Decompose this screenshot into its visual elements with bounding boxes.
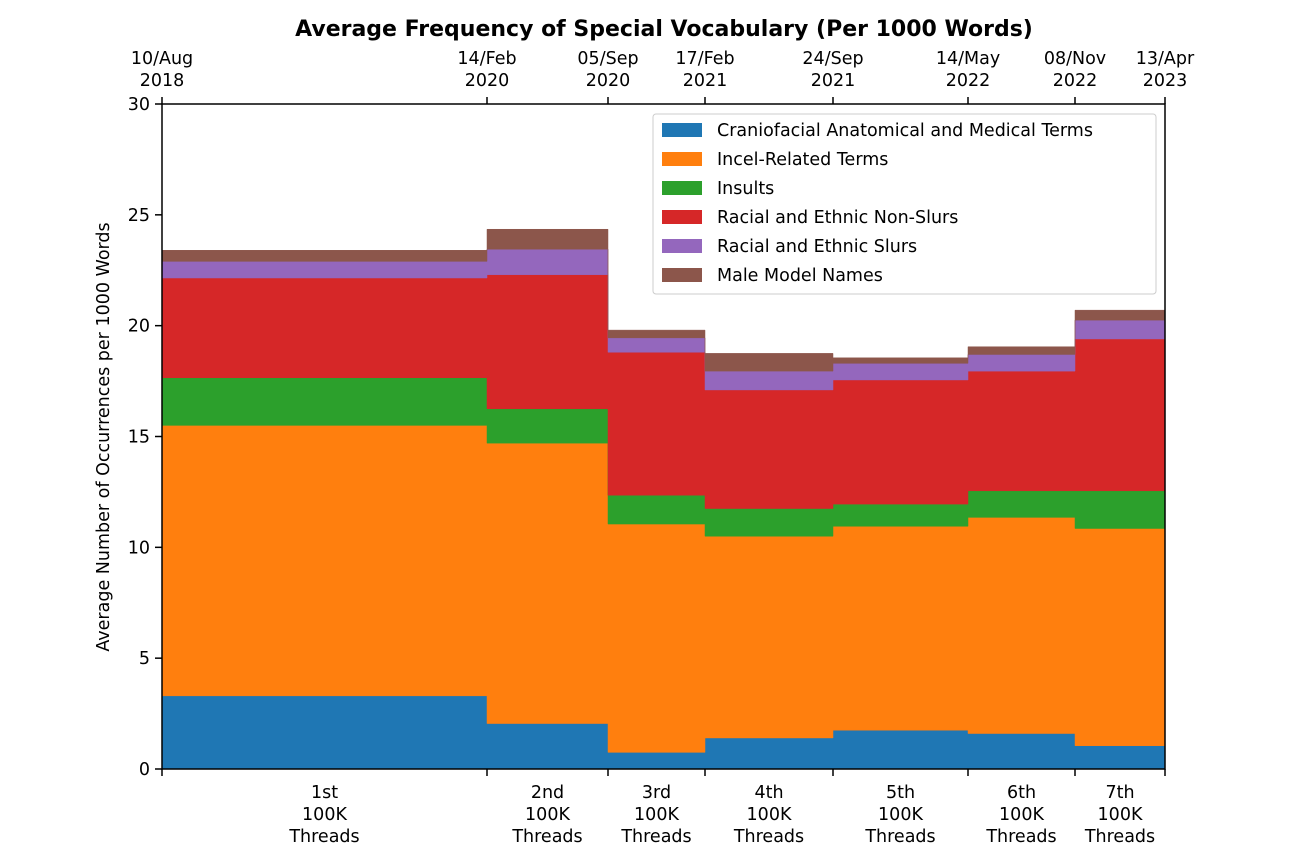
x-axis-bottom: 1st 100K Threads 2nd 100K Threads 3rd 100K Threa… xyxy=(161,769,1166,847)
y-tick-label: 25 xyxy=(128,206,150,226)
legend-swatch xyxy=(662,210,702,224)
legend-swatch xyxy=(662,239,702,253)
legend-label: Racial and Ethnic Slurs xyxy=(717,237,917,257)
legend-swatch xyxy=(662,268,702,282)
x-category-label: 1st 100K Threads xyxy=(288,783,359,847)
legend-box xyxy=(652,113,1157,295)
chart-title: Average Frequency of Special Vocabulary … xyxy=(295,17,1033,42)
x-top-date-label: 14/Feb 2020 xyxy=(457,49,516,91)
y-tick-label: 10 xyxy=(128,538,150,558)
x-category-label: 4th 100K Threads xyxy=(733,783,804,847)
x-top-date-label: 10/Aug 2018 xyxy=(131,49,193,91)
x-category-label: 3rd 100K Threads xyxy=(620,783,691,847)
x-top-date-label: 17/Feb 2021 xyxy=(675,49,734,91)
y-tick-label: 20 xyxy=(128,317,150,337)
legend-swatch xyxy=(662,123,702,137)
x-category-label: 2nd 100K Threads xyxy=(511,783,582,847)
x-top-date-label: 24/Sep 2021 xyxy=(802,49,863,91)
legend: Craniofacial Anatomical and Medical Term… xyxy=(652,113,1157,295)
y-tick-label: 15 xyxy=(128,428,150,448)
y-axis: 0 5 10 15 20 25 30 xyxy=(128,95,162,780)
y-tick-label: 0 xyxy=(139,760,150,780)
legend-label: Incel-Related Terms xyxy=(717,150,888,170)
x-top-date-label: 05/Sep 2020 xyxy=(577,49,638,91)
legend-label: Male Model Names xyxy=(717,266,883,286)
y-tick-label: 30 xyxy=(128,95,150,115)
x-top-date-label: 08/Nov 2022 xyxy=(1044,49,1106,91)
legend-label: Racial and Ethnic Non-Slurs xyxy=(717,208,958,228)
x-category-label: 5th 100K Threads xyxy=(864,783,935,847)
legend-swatch xyxy=(662,152,702,166)
x-top-date-label: 14/May 2022 xyxy=(936,49,1000,91)
x-category-label: 6th 100K Threads xyxy=(985,783,1056,847)
x-top-date-label: 13/Apr 2023 xyxy=(1136,49,1195,91)
legend-label: Craniofacial Anatomical and Medical Term… xyxy=(717,121,1093,141)
y-tick-label: 5 xyxy=(139,649,150,669)
legend-label: Insults xyxy=(717,179,774,199)
x-category-label: 7th 100K Threads xyxy=(1084,783,1155,847)
x-axis-top: 10/Aug 2018 14/Feb 2020 05/Sep 2020 17/Feb 2021… xyxy=(131,49,1195,104)
series-areas xyxy=(161,228,1166,770)
legend-swatch xyxy=(662,181,702,195)
y-axis-label: Average Number of Occurrences per 1000 W… xyxy=(94,222,114,651)
